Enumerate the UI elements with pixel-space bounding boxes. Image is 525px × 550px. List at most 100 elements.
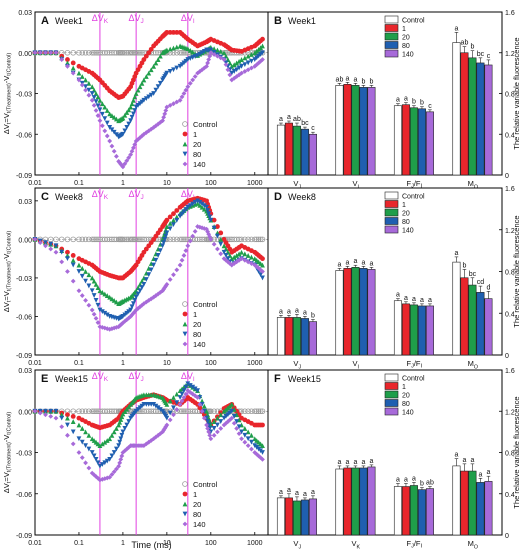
data-point [260, 43, 265, 49]
data-point [70, 49, 77, 56]
legend-label: 20 [402, 35, 410, 42]
data-point [104, 108, 110, 113]
data-point [70, 414, 76, 419]
data-point [91, 408, 97, 415]
data-point [139, 49, 145, 56]
data-point [164, 70, 170, 76]
data-point [70, 429, 76, 435]
y-tick-label: 0.03 [18, 199, 32, 206]
category-label: VK [351, 539, 360, 550]
data-point [236, 424, 242, 430]
data-point [260, 269, 265, 274]
data-point [143, 277, 149, 282]
bar [300, 318, 309, 356]
data-point [126, 121, 132, 127]
legend-swatch [384, 407, 399, 416]
data-point [207, 214, 213, 220]
data-point [83, 269, 88, 274]
data-point [86, 432, 92, 438]
data-point [155, 405, 161, 411]
significance-letter: a [454, 25, 458, 32]
data-point [239, 70, 244, 76]
data-point [97, 288, 103, 294]
bar [393, 300, 402, 356]
significance-letter: a [404, 476, 408, 483]
data-point [201, 236, 208, 243]
data-point [179, 49, 185, 56]
data-point [234, 60, 240, 66]
data-point [122, 409, 128, 414]
data-point [109, 113, 115, 118]
data-point [104, 458, 110, 464]
x-tick-label: 1000 [247, 360, 263, 367]
data-point [167, 410, 173, 416]
data-point [118, 417, 124, 422]
category-label: MO [468, 359, 478, 370]
data-point [242, 439, 248, 445]
legend-label: 80 [193, 150, 201, 159]
data-point [181, 236, 187, 243]
data-point [137, 84, 143, 90]
legend-label: 20 [402, 393, 410, 400]
data-point [95, 236, 101, 243]
data-point [126, 404, 132, 410]
data-point [97, 97, 103, 103]
y-tick-label: 0.8 [505, 270, 515, 277]
data-point [204, 408, 209, 414]
data-point [65, 432, 70, 438]
y-tick-label: -0.06 [16, 314, 32, 321]
data-point [76, 436, 82, 442]
data-point [65, 415, 70, 421]
significance-letter: a [412, 296, 416, 303]
category-label: VJ [293, 539, 301, 550]
data-point [133, 294, 139, 300]
data-point [102, 325, 108, 331]
data-point [111, 469, 117, 475]
data-point [259, 236, 266, 243]
legend-label: Control [193, 480, 218, 489]
panel-letter: B [274, 15, 282, 27]
data-point [170, 236, 177, 243]
data-point [151, 63, 157, 69]
bar [335, 468, 344, 536]
data-point [120, 49, 126, 56]
data-point [65, 422, 70, 428]
data-point [59, 249, 65, 255]
marker-label: ΔVJ [129, 371, 144, 383]
data-point [157, 119, 163, 125]
x-tick-label: 0.1 [74, 360, 84, 367]
data-point [239, 256, 244, 262]
data-point [114, 466, 119, 472]
data-point [91, 453, 97, 459]
data-point [215, 429, 220, 435]
data-point [117, 160, 123, 166]
data-point [53, 243, 59, 249]
data-point [171, 101, 176, 107]
data-point [174, 267, 180, 273]
data-point [201, 415, 207, 421]
data-point [257, 408, 264, 415]
data-point [37, 410, 43, 416]
data-point [164, 104, 170, 110]
data-point [65, 249, 70, 255]
data-point [99, 309, 105, 315]
data-point [95, 49, 101, 56]
bar [484, 298, 493, 356]
panel-title: Week15 [288, 374, 321, 384]
data-point [53, 249, 59, 255]
y-tick-label: 0 [505, 173, 509, 180]
bar [300, 499, 309, 536]
data-point [260, 443, 265, 449]
significance-letter: a [303, 491, 307, 498]
legend-label: 140 [402, 52, 414, 59]
data-point [223, 420, 229, 426]
data-point [116, 463, 122, 469]
significance-letter: a [311, 489, 315, 496]
data-point [104, 475, 110, 481]
data-point [171, 222, 176, 228]
data-point [211, 217, 217, 223]
data-point [242, 62, 248, 68]
data-point [201, 206, 207, 212]
data-point [126, 107, 132, 113]
